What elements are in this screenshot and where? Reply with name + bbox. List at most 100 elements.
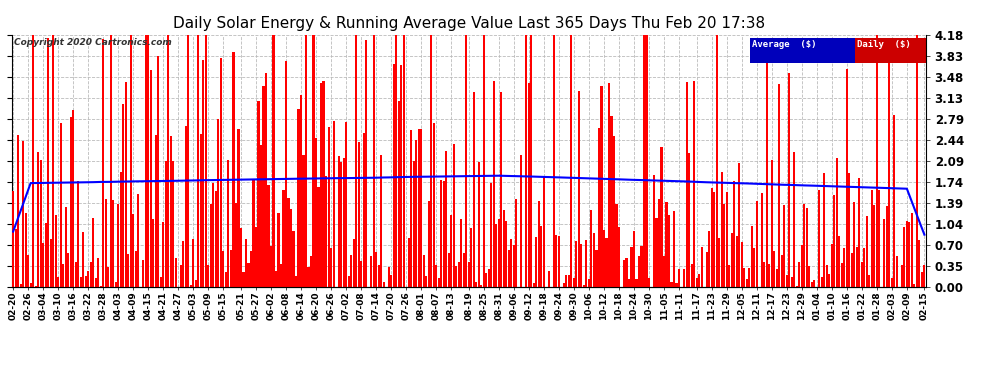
Bar — [133, 214, 135, 287]
Bar — [305, 35, 307, 287]
Bar — [30, 283, 32, 287]
Bar — [197, 35, 199, 287]
Bar — [125, 82, 127, 287]
Bar — [347, 276, 349, 287]
Bar — [457, 262, 459, 287]
Bar — [600, 86, 603, 287]
Bar — [164, 161, 167, 287]
Bar — [135, 251, 137, 287]
Bar — [230, 250, 232, 287]
Bar — [408, 238, 410, 287]
Bar — [52, 35, 54, 287]
Bar — [741, 242, 742, 287]
Bar — [249, 251, 252, 287]
Bar — [105, 200, 107, 287]
Bar — [190, 285, 192, 287]
Bar — [192, 239, 194, 287]
Bar — [470, 228, 472, 287]
Bar — [22, 141, 24, 287]
Bar — [855, 38, 926, 63]
Bar — [598, 129, 600, 287]
Bar — [27, 255, 30, 287]
Bar — [811, 282, 813, 287]
Bar — [745, 279, 747, 287]
Bar — [760, 194, 762, 287]
Bar — [763, 262, 765, 287]
Bar — [886, 206, 888, 287]
Bar — [808, 266, 810, 287]
Bar — [839, 236, 841, 287]
Bar — [54, 215, 56, 287]
Bar — [848, 173, 850, 287]
Bar — [128, 254, 130, 287]
Bar — [223, 251, 225, 287]
Bar — [308, 267, 310, 287]
Bar — [845, 69, 847, 287]
Bar — [668, 215, 670, 287]
Bar — [588, 279, 590, 287]
Bar — [252, 180, 254, 287]
Bar — [175, 258, 177, 287]
Bar — [573, 279, 575, 287]
Bar — [716, 35, 718, 287]
Bar — [891, 278, 893, 287]
Bar — [185, 126, 187, 287]
Bar — [841, 263, 842, 287]
Bar — [495, 224, 497, 287]
Bar — [398, 101, 400, 287]
Bar — [243, 272, 245, 287]
Bar — [678, 269, 680, 287]
Bar — [95, 278, 97, 287]
Bar — [303, 155, 305, 287]
Bar — [202, 60, 205, 287]
Bar — [162, 222, 164, 287]
Bar — [205, 35, 207, 287]
Bar — [85, 276, 87, 287]
Bar — [901, 266, 903, 287]
Bar — [878, 190, 880, 287]
Bar — [292, 231, 295, 287]
Bar — [655, 218, 657, 287]
Bar — [863, 248, 865, 287]
Bar — [803, 204, 805, 287]
Bar — [59, 123, 61, 287]
Bar — [788, 72, 790, 287]
Bar — [40, 160, 42, 287]
Bar — [340, 162, 343, 287]
Bar — [154, 135, 156, 287]
Bar — [79, 277, 82, 287]
Bar — [626, 258, 628, 287]
Bar — [858, 178, 860, 287]
Bar — [300, 95, 302, 287]
Bar — [510, 239, 513, 287]
Bar — [488, 268, 490, 287]
Bar — [382, 282, 385, 287]
Bar — [87, 271, 89, 287]
Bar — [413, 161, 415, 287]
Bar — [377, 265, 380, 287]
Bar — [233, 52, 235, 287]
Bar — [450, 216, 452, 287]
Bar — [452, 144, 454, 287]
Bar — [570, 35, 572, 287]
Bar — [265, 74, 267, 287]
Bar — [357, 142, 359, 287]
Bar — [238, 129, 240, 287]
Bar — [721, 171, 723, 287]
Bar — [210, 204, 212, 287]
Bar — [731, 233, 733, 287]
Bar — [390, 275, 392, 287]
Bar — [921, 272, 923, 287]
Bar — [167, 35, 169, 287]
Bar — [282, 190, 284, 287]
Bar — [428, 201, 430, 287]
Bar — [653, 175, 655, 287]
Bar — [505, 221, 508, 287]
Bar — [578, 91, 580, 287]
Bar — [768, 264, 770, 287]
Bar — [633, 231, 635, 287]
Bar — [796, 286, 798, 287]
Bar — [786, 275, 788, 287]
Bar — [831, 244, 833, 287]
Bar — [20, 284, 22, 287]
